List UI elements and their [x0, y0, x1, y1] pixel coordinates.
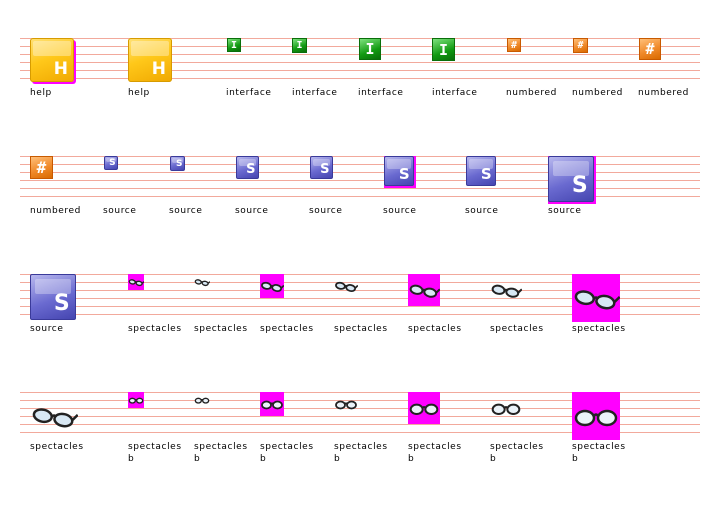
- guide-line: [20, 180, 700, 181]
- icon-label: spectacles b: [408, 442, 462, 464]
- interface-icon[interactable]: I: [292, 38, 307, 53]
- icon-label: numbered: [638, 88, 689, 98]
- spectacles-b-icon[interactable]: [490, 392, 522, 424]
- guide-line: [20, 416, 700, 417]
- icon-label: source: [30, 324, 64, 334]
- spectacles-b-icon[interactable]: [260, 392, 284, 416]
- guide-line: [20, 70, 700, 71]
- icon-label: help: [128, 88, 150, 98]
- icon-label: spectacles b: [490, 442, 544, 464]
- guide-line: [20, 78, 700, 79]
- icon-label: spectacles b: [260, 442, 314, 464]
- spectacles-icon[interactable]: [128, 274, 144, 290]
- icon-label: spectacles: [334, 324, 388, 334]
- spectacles-b-icon[interactable]: [572, 392, 620, 440]
- icon-label: spectacles: [260, 324, 314, 334]
- source-icon[interactable]: S: [30, 274, 76, 320]
- guide-line: [20, 432, 700, 433]
- icon-label: source: [309, 206, 343, 216]
- guide-line: [20, 314, 700, 315]
- icon-label: numbered: [506, 88, 557, 98]
- guide-line: [20, 392, 700, 393]
- icon-label: source: [465, 206, 499, 216]
- icon-label: spectacles b: [572, 442, 626, 464]
- help-icon[interactable]: H: [30, 38, 74, 82]
- guide-line: [20, 282, 700, 283]
- icon-label: spectacles: [408, 324, 462, 334]
- guide-line: [20, 172, 700, 173]
- spectacles-b-icon[interactable]: [128, 392, 144, 408]
- spectacles-icon[interactable]: [572, 274, 620, 322]
- source-icon[interactable]: S: [310, 156, 333, 179]
- icon-label: spectacles: [30, 442, 84, 452]
- guide-line: [20, 62, 700, 63]
- guide-line: [20, 408, 700, 409]
- icon-label: spectacles b: [128, 442, 182, 464]
- spectacles-icon[interactable]: [490, 274, 522, 306]
- interface-icon[interactable]: I: [432, 38, 455, 61]
- guide-line: [20, 400, 700, 401]
- icon-label: spectacles b: [194, 442, 248, 464]
- help-icon[interactable]: H: [128, 38, 172, 82]
- numbered-icon[interactable]: #: [573, 38, 588, 53]
- numbered-icon[interactable]: #: [507, 38, 521, 52]
- spectacles-icon[interactable]: [30, 392, 78, 440]
- numbered-icon[interactable]: #: [30, 156, 53, 179]
- icon-label: source: [169, 206, 203, 216]
- source-icon[interactable]: S: [548, 156, 594, 202]
- source-icon[interactable]: S: [104, 156, 118, 170]
- numbered-icon[interactable]: #: [639, 38, 661, 60]
- guide-line: [20, 156, 700, 157]
- guide-line: [20, 290, 700, 291]
- icon-label: help: [30, 88, 52, 98]
- icon-label: spectacles: [194, 324, 248, 334]
- icon-label: numbered: [30, 206, 81, 216]
- icon-label: source: [383, 206, 417, 216]
- spectacles-b-icon[interactable]: [408, 392, 440, 424]
- source-icon[interactable]: S: [236, 156, 259, 179]
- source-icon[interactable]: S: [466, 156, 496, 186]
- interface-icon[interactable]: I: [227, 38, 241, 52]
- guide-line: [20, 424, 700, 425]
- guide-line: [20, 164, 700, 165]
- icon-label: spectacles: [128, 324, 182, 334]
- spectacles-b-icon[interactable]: [334, 392, 358, 416]
- icon-label: interface: [292, 88, 338, 98]
- icon-label: interface: [358, 88, 404, 98]
- icon-label: spectacles: [572, 324, 626, 334]
- source-icon[interactable]: S: [384, 156, 414, 186]
- icon-label: interface: [226, 88, 272, 98]
- icon-label: source: [235, 206, 269, 216]
- icon-label: interface: [432, 88, 478, 98]
- guide-line: [20, 306, 700, 307]
- spectacles-icon[interactable]: [334, 274, 358, 298]
- icon-label: spectacles: [490, 324, 544, 334]
- guide-line: [20, 298, 700, 299]
- guide-line: [20, 196, 700, 197]
- spectacles-icon[interactable]: [408, 274, 440, 306]
- guide-line: [20, 188, 700, 189]
- icon-label: source: [548, 206, 582, 216]
- icon-label: spectacles b: [334, 442, 388, 464]
- guide-line: [20, 274, 700, 275]
- interface-icon[interactable]: I: [359, 38, 381, 60]
- source-icon[interactable]: S: [170, 156, 185, 171]
- icon-label: numbered: [572, 88, 623, 98]
- icon-label: source: [103, 206, 137, 216]
- spectacles-b-icon[interactable]: [194, 392, 210, 408]
- spectacles-icon[interactable]: [260, 274, 284, 298]
- spectacles-icon[interactable]: [194, 274, 210, 290]
